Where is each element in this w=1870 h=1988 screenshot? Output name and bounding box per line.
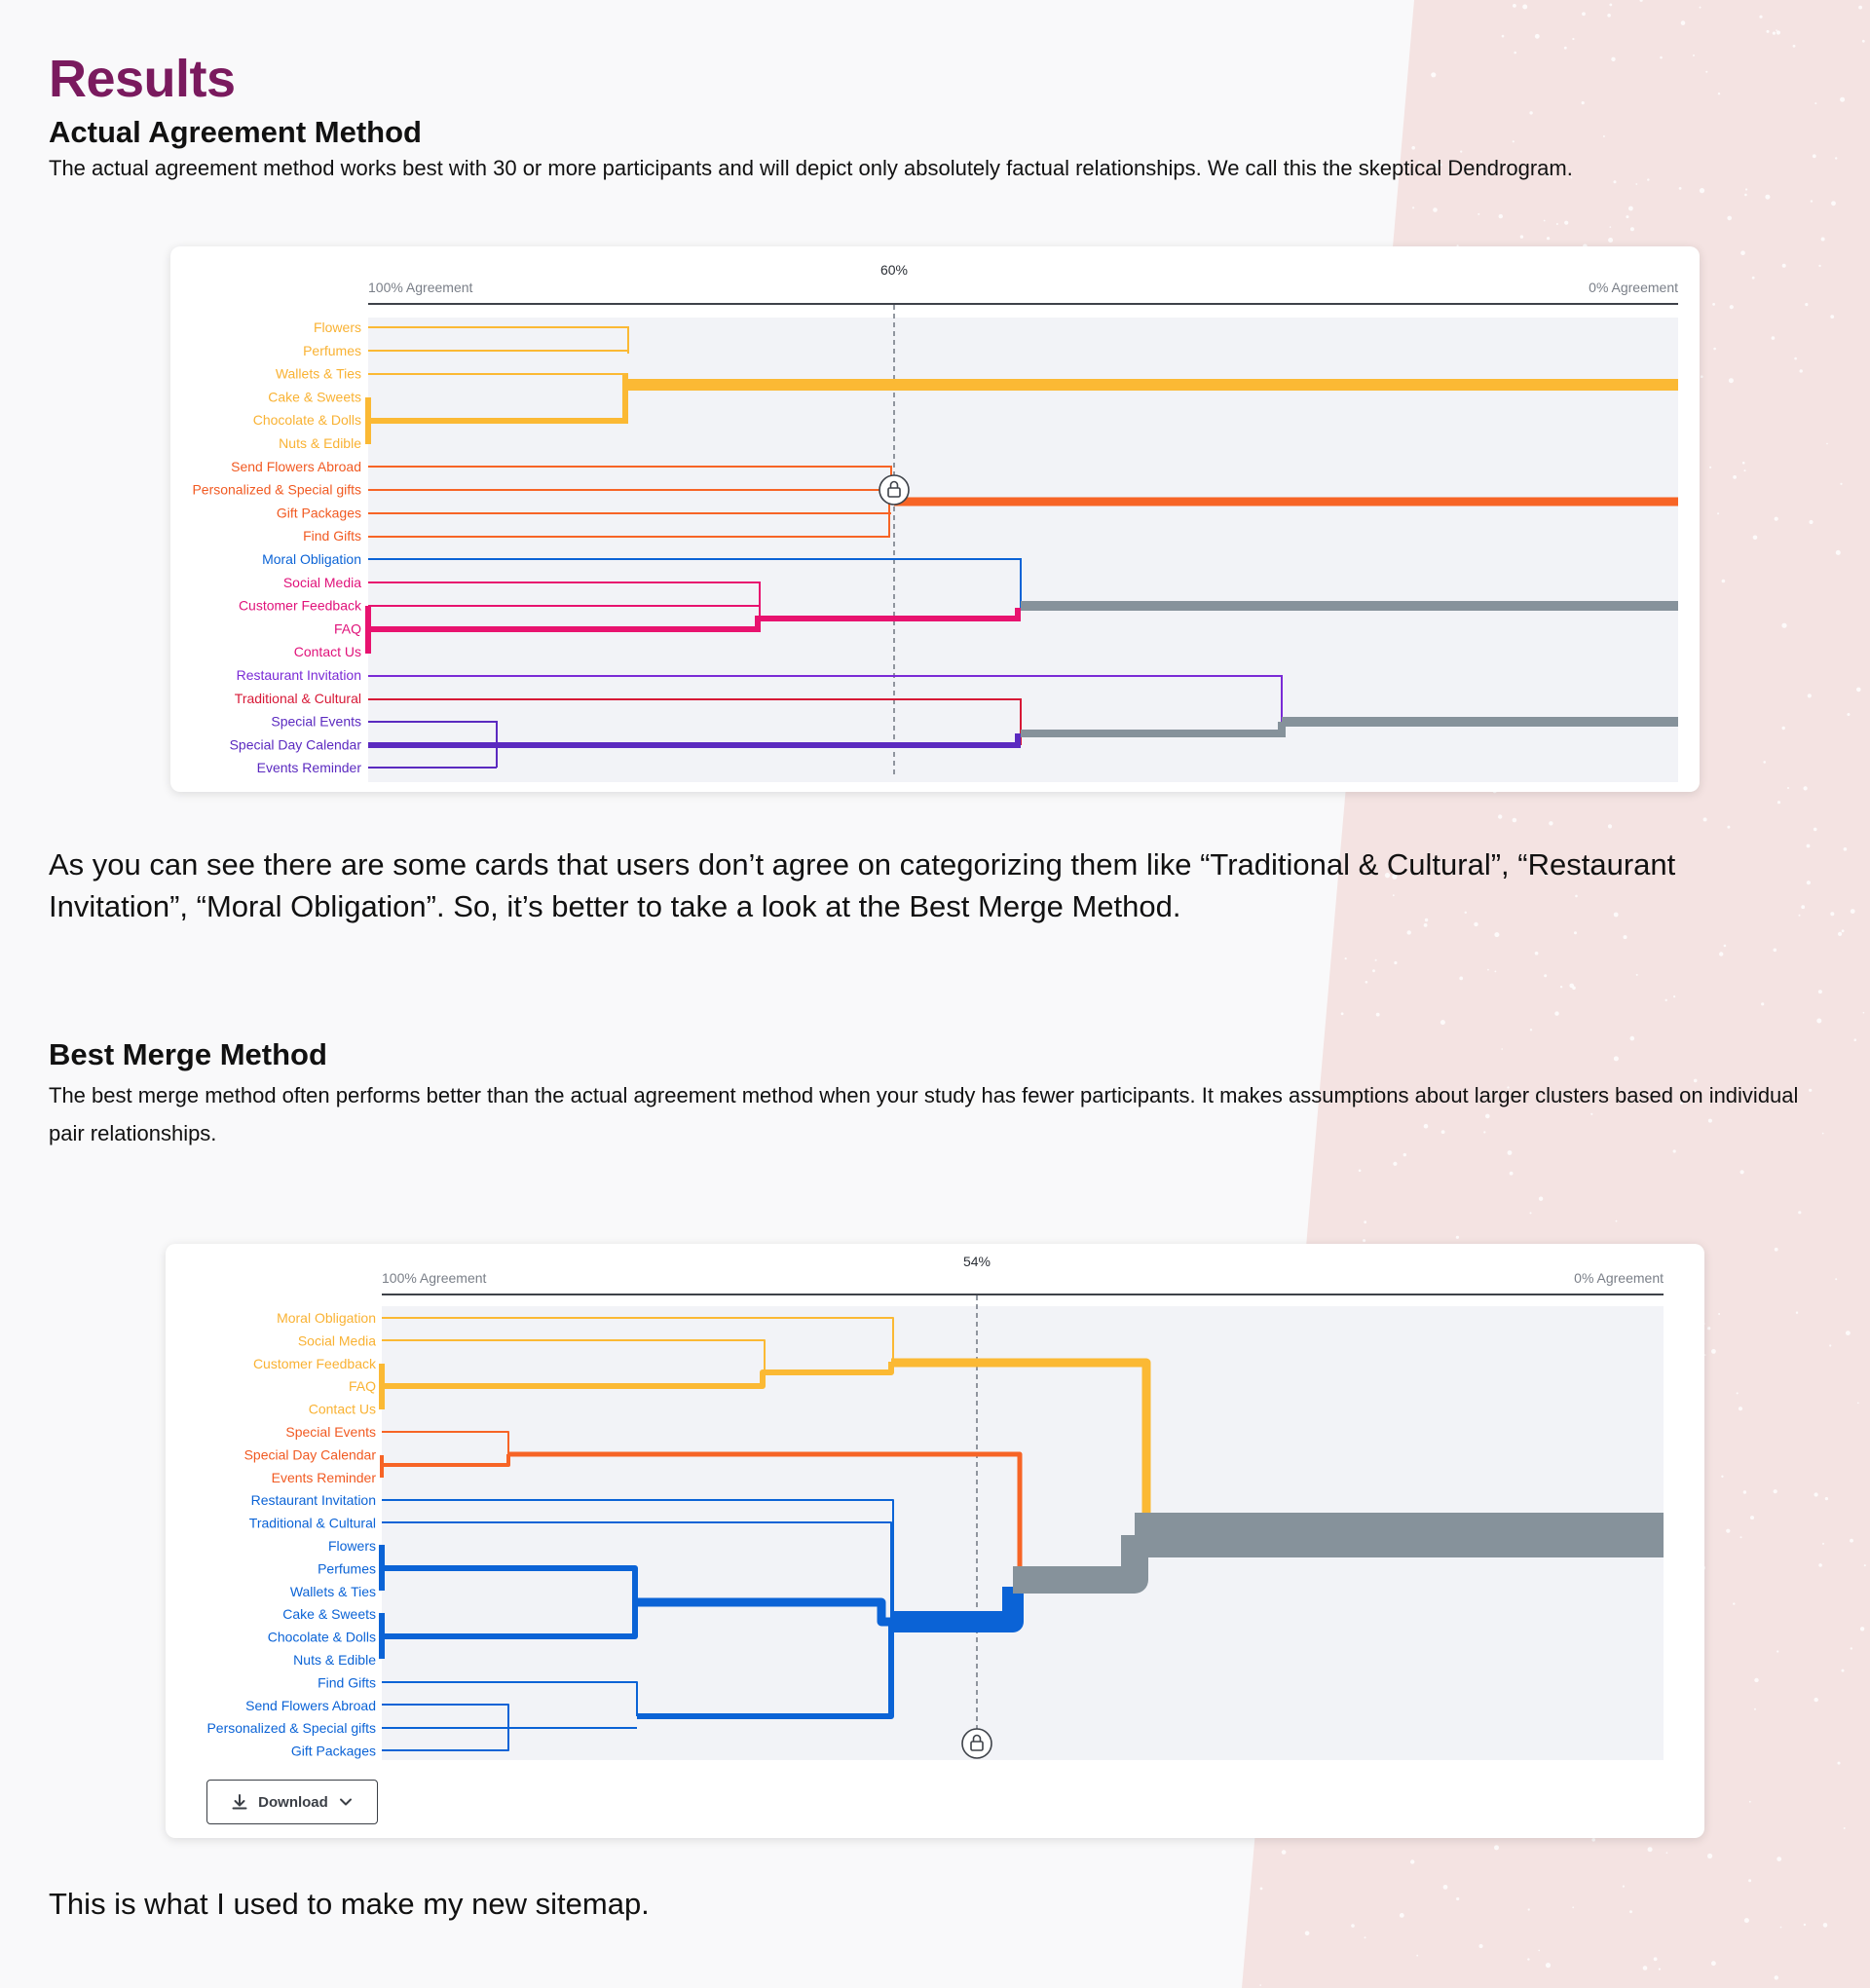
- page-title: Results: [49, 50, 236, 108]
- download-button-label: Download: [258, 1793, 328, 1811]
- link-send-flowers-abroad: [382, 1704, 509, 1728]
- link-social-media: [368, 581, 761, 626]
- leaf-label-faq: FAQ: [334, 620, 361, 636]
- dendrogram-links: [379, 1317, 1664, 1751]
- link-flowers-perfumes-wallets: [379, 1545, 638, 1602]
- link-faq-contact: [365, 606, 1021, 654]
- leaf-label-gift-packages: Gift Packages: [277, 505, 361, 520]
- axis-right-label: 0% Agreement: [1574, 1270, 1664, 1286]
- section-description-actual-agreement: The actual agreement method works best w…: [49, 156, 1573, 180]
- dendrogram-chart-actual-agreement: 100% Agreement 0% Agreement 60% Flowers P…: [192, 262, 1678, 782]
- leaf-label-special-events: Special Events: [285, 1424, 376, 1440]
- leaf-label-customer-feedback: Customer Feedback: [253, 1356, 377, 1371]
- leaf-label-nuts-and-edible: Nuts & Edible: [279, 435, 361, 451]
- threshold-label: 60%: [880, 262, 908, 278]
- link-find-gifts: [368, 502, 890, 538]
- dendrogram-chart-best-merge: 100% Agreement 0% Agreement 54% Moral Ob…: [206, 1254, 1664, 1760]
- threshold-label: 54%: [963, 1254, 991, 1269]
- dendrogram-card-best-merge: 100% Agreement 0% Agreement 54% Moral Ob…: [166, 1244, 1704, 1838]
- leaf-label-wallets-and-ties: Wallets & Ties: [276, 366, 361, 382]
- leaf-label-gift-packages: Gift Packages: [291, 1744, 376, 1759]
- link-find-gifts: [382, 1681, 638, 1716]
- analysis-paragraph: As you can see there are some cards that…: [49, 847, 1676, 923]
- section-heading-actual-agreement: Actual Agreement Method: [49, 115, 422, 149]
- leaf-label-send-flowers-abroad: Send Flowers Abroad: [231, 459, 361, 474]
- leaf-labels: Flowers Perfumes Wallets & Ties Cake & Swee…: [192, 319, 362, 775]
- leaf-label-customer-feedback: Customer Feedback: [239, 598, 362, 614]
- link-yellow-cluster: [891, 1358, 1151, 1522]
- chart-plot-area: [368, 318, 1678, 782]
- axis-left-label: 100% Agreement: [382, 1270, 487, 1286]
- leaf-label-special-events: Special Events: [271, 714, 361, 730]
- leaf-label-contact-us: Contact Us: [294, 644, 361, 659]
- link-cf-faq-contact: [379, 1362, 894, 1409]
- link-moral-obligation: [368, 558, 1022, 609]
- leaf-labels: Moral Obligation Social Media Customer Fee…: [206, 1310, 377, 1759]
- link-sdc-reminder: [380, 1454, 510, 1478]
- leaf-label-traditional-and-cultural: Traditional & Cultural: [249, 1516, 376, 1531]
- link-find-send-gifts: [637, 1622, 894, 1719]
- link-social-media: [382, 1339, 766, 1375]
- leaf-label-personalized-and-special-gifts: Personalized & Special gifts: [192, 482, 361, 498]
- leaf-label-personalized-and-special-gifts: Personalized & Special gifts: [206, 1720, 376, 1736]
- leaf-label-perfumes: Perfumes: [318, 1560, 376, 1576]
- leaf-label-cake-and-sweets: Cake & Sweets: [268, 389, 361, 404]
- leaf-label-nuts-and-edible: Nuts & Edible: [293, 1652, 376, 1668]
- leaf-label-special-day-calendar: Special Day Calendar: [244, 1446, 377, 1462]
- leaf-label-contact-us: Contact Us: [309, 1402, 376, 1417]
- closing-paragraph: This is what I used to make my new sitem…: [49, 1887, 650, 1921]
- leaf-label-moral-obligation: Moral Obligation: [262, 551, 361, 567]
- link-special-events: [382, 1431, 509, 1455]
- leaf-label-wallets-and-ties: Wallets & Ties: [290, 1584, 376, 1599]
- lock-icon[interactable]: [961, 1728, 992, 1759]
- leaf-label-chocolate-and-dolls: Chocolate & Dolls: [253, 412, 361, 428]
- leaf-label-restaurant-invitation: Restaurant Invitation: [251, 1492, 376, 1508]
- leaf-label-faq: FAQ: [349, 1378, 376, 1394]
- link-orange-cluster: [508, 1451, 1023, 1580]
- axis-right-label: 0% Agreement: [1589, 280, 1678, 295]
- leaf-label-cake-and-sweets: Cake & Sweets: [282, 1606, 376, 1622]
- leaf-label-flowers: Flowers: [314, 319, 361, 335]
- section-description-best-merge: The best merge method often performs bet…: [49, 1083, 1799, 1145]
- leaf-label-traditional-and-cultural: Traditional & Cultural: [235, 691, 361, 706]
- leaf-label-events-reminder: Events Reminder: [272, 1470, 377, 1485]
- link-gifts-cluster: [635, 1597, 891, 1627]
- leaf-label-find-gifts: Find Gifts: [318, 1674, 376, 1690]
- link-special-day-calendar: [368, 733, 1021, 748]
- leaf-label-special-day-calendar: Special Day Calendar: [230, 736, 362, 752]
- dendrogram-card-actual-agreement: 100% Agreement 0% Agreement 60% Flowers P…: [170, 246, 1700, 792]
- leaf-label-moral-obligation: Moral Obligation: [277, 1310, 376, 1326]
- link-special-events: [368, 721, 498, 768]
- leaf-label-perfumes: Perfumes: [303, 343, 361, 358]
- chevron-down-icon: [339, 1798, 352, 1806]
- leaf-label-send-flowers-abroad: Send Flowers Abroad: [245, 1698, 376, 1713]
- leaf-label-events-reminder: Events Reminder: [257, 760, 362, 775]
- link-restaurant-invitation: [382, 1499, 894, 1619]
- link-restaurant-invitation: [368, 675, 1283, 728]
- lock-icon[interactable]: [879, 474, 910, 506]
- axis-left-label: 100% Agreement: [368, 280, 473, 295]
- section-heading-best-merge: Best Merge Method: [49, 1037, 327, 1071]
- leaf-label-social-media: Social Media: [298, 1332, 376, 1348]
- link-traditional-cultural: [382, 1521, 892, 1619]
- link-gift-packages: [382, 1727, 637, 1751]
- dendrogram-links: [365, 326, 1678, 769]
- leaf-label-find-gifts: Find Gifts: [303, 528, 361, 544]
- link-blue-cluster: [891, 1587, 1024, 1632]
- download-button[interactable]: Download: [206, 1780, 378, 1824]
- leaf-label-social-media: Social Media: [283, 575, 361, 590]
- leaf-label-flowers: Flowers: [328, 1538, 376, 1554]
- link-flowers: [368, 326, 629, 354]
- leaf-label-restaurant-invitation: Restaurant Invitation: [237, 667, 361, 683]
- leaf-label-chocolate-and-dolls: Chocolate & Dolls: [268, 1630, 376, 1645]
- link-moral-obligation: [382, 1317, 894, 1361]
- download-icon: [232, 1794, 247, 1810]
- link-cake-chocolate-nuts: [379, 1602, 638, 1659]
